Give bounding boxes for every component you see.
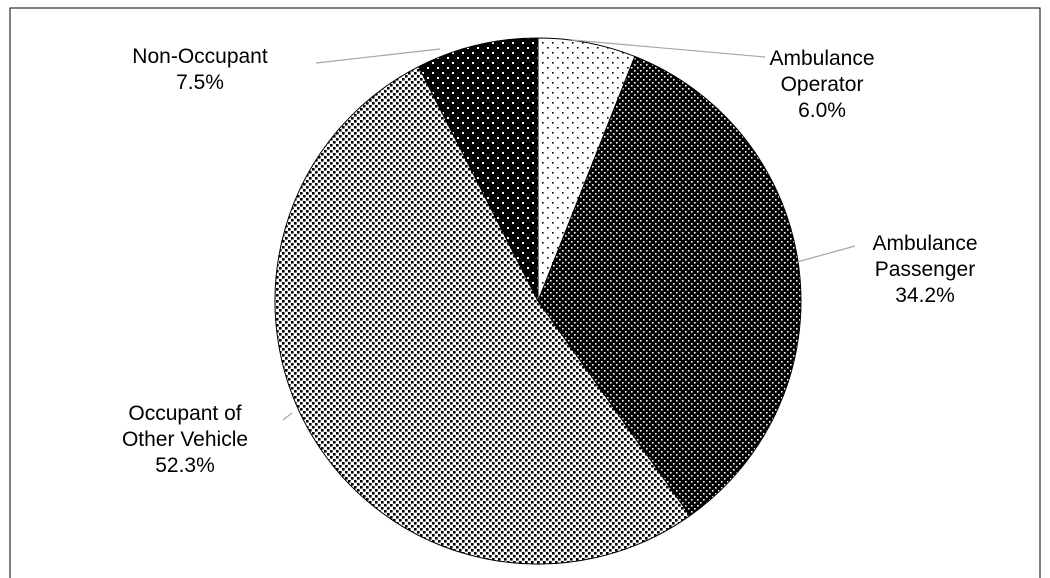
value-label: 52.3% xyxy=(155,454,215,477)
leader-line xyxy=(796,245,856,263)
pie-slice xyxy=(537,55,802,517)
frame xyxy=(9,7,1041,578)
slices xyxy=(274,37,802,565)
leader-lines xyxy=(282,39,856,421)
slice-label: Ambulance Operator 6.0% xyxy=(769,46,874,124)
pie-slice xyxy=(274,65,691,565)
slice-label: Occupant of Other Vehicle 52.3% xyxy=(122,401,248,479)
slice-label: Non-Occupant 7.5% xyxy=(132,44,267,96)
category-label: Non-Occupant xyxy=(132,45,268,68)
leader-line xyxy=(282,412,293,421)
category-label: Ambulance Operator xyxy=(769,47,875,96)
value-label: 7.5% xyxy=(176,71,224,94)
category-label: Occupant of Other Vehicle xyxy=(121,402,249,451)
value-label: 6.0% xyxy=(798,99,846,122)
category-label: Ambulance Passenger xyxy=(872,232,978,281)
value-label: 34.2% xyxy=(895,284,955,307)
leader-line xyxy=(315,48,441,64)
leader-line xyxy=(571,39,766,58)
pie-slice xyxy=(417,37,539,302)
slice-label: Ambulance Passenger 34.2% xyxy=(872,231,977,309)
